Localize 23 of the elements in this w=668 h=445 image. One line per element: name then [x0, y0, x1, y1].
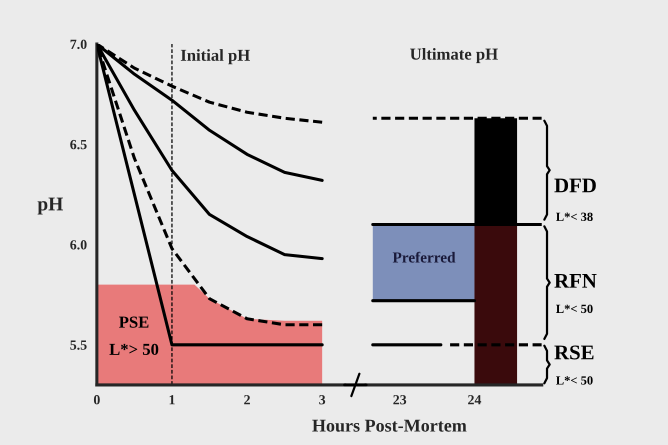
chart-title: Ultimate pH [410, 48, 498, 64]
x-tick-label: 2 [244, 395, 250, 404]
text: RFN [554, 274, 597, 288]
text: L*< 50 [556, 376, 593, 385]
text: DFD [554, 178, 596, 192]
y-axis-title: pH [38, 198, 63, 214]
text: L*< 38 [556, 212, 593, 222]
x-tick-label: 1 [170, 395, 175, 404]
ref-line-label: Initial pH [180, 49, 250, 64]
text: RSE [554, 345, 594, 360]
x-axis-title: Hours Post-Mortem [312, 420, 467, 432]
annotation: L*> 50 [109, 344, 158, 356]
y-tick-label: 6.0 [70, 240, 87, 250]
x-tick-label: 0 [94, 395, 100, 404]
x-tick-label: 3 [319, 395, 326, 404]
y-tick-label: 7.0 [70, 40, 87, 50]
annotation: Preferred [392, 252, 456, 263]
y-tick-label: 6.5 [70, 140, 87, 150]
text: L*< 50 [556, 304, 593, 314]
x-tick-label: 23 [393, 395, 406, 404]
annotation: PSE [119, 316, 148, 328]
x-tick-label: 24 [468, 395, 482, 404]
y-tick-label: 5.5 [70, 340, 87, 350]
